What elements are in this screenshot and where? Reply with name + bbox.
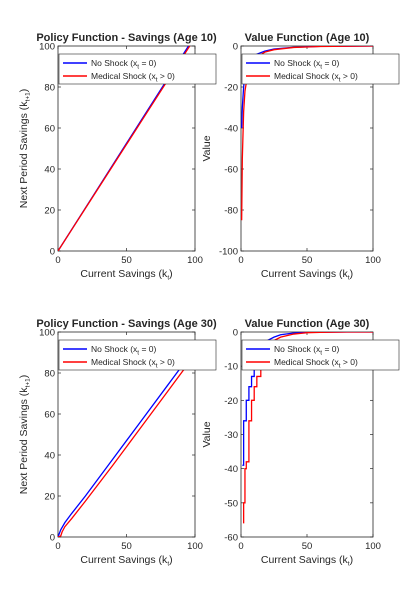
y-tick-label: 20 [44, 206, 55, 217]
chart-title: Policy Function - Savings (Age 10) [36, 32, 217, 44]
legend-entry: Medical Shock (xt > 0) [91, 71, 175, 84]
x-tick-label: 0 [55, 541, 60, 552]
y-tick-label: -20 [224, 83, 238, 94]
y-tick-label: -60 [224, 533, 238, 544]
series-line-no-shock [58, 348, 195, 537]
y-tick-label: 0 [233, 328, 238, 339]
x-axis-label: Current Savings (kt) [80, 554, 172, 568]
y-tick-label: -60 [224, 165, 238, 176]
y-tick-label: -10 [224, 362, 238, 373]
y-tick-label: 40 [44, 165, 55, 176]
legend-entry: Medical Shock (xt > 0) [274, 71, 358, 84]
x-tick-label: 0 [238, 255, 243, 266]
x-tick-label: 50 [121, 255, 132, 266]
legend: No Shock (xt = 0)Medical Shock (xt > 0) [241, 53, 400, 85]
x-axis-label: Current Savings (kt) [80, 268, 172, 282]
y-tick-label: -100 [219, 247, 238, 258]
y-tick-label: 40 [44, 451, 55, 462]
x-tick-label: 100 [187, 255, 203, 266]
legend: No Shock (xt = 0)Medical Shock (xt > 0) [241, 339, 400, 371]
legend-entry: No Shock (xt = 0) [91, 344, 157, 357]
y-tick-label: -30 [224, 430, 238, 441]
chart-title: Value Function (Age 30) [245, 318, 370, 330]
y-tick-label: 100 [39, 328, 55, 339]
legend: No Shock (xt = 0)Medical Shock (xt > 0) [58, 339, 217, 371]
y-tick-label: 0 [50, 247, 55, 258]
y-tick-label: 20 [44, 492, 55, 503]
x-axis-label: Current Savings (kt) [261, 554, 353, 568]
chart-panel-4: 0 50 100 -60 -50 -40 -30 -20 -10 0 Value Function … [201, 318, 400, 568]
x-tick-label: 0 [238, 541, 243, 552]
y-tick-label: -40 [224, 464, 238, 475]
y-tick-label: 60 [44, 124, 55, 135]
legend-box [241, 339, 400, 371]
legend-box [58, 339, 217, 371]
y-tick-label: 80 [44, 369, 55, 380]
x-tick-label: 0 [55, 255, 60, 266]
legend-entry: No Shock (xt = 0) [91, 58, 157, 71]
legend-entry: Medical Shock (xt > 0) [274, 357, 358, 370]
x-tick-label: 100 [365, 255, 381, 266]
y-tick-label: 60 [44, 410, 55, 421]
legend-entry: No Shock (xt = 0) [274, 344, 340, 357]
y-axis-label: Next Period Savings (kt+1) [18, 89, 32, 209]
chart-title: Policy Function - Savings (Age 30) [36, 318, 217, 330]
series-line-medical-shock [242, 332, 373, 524]
y-tick-label: -20 [224, 396, 238, 407]
legend-box [241, 53, 400, 85]
x-tick-label: 100 [365, 541, 381, 552]
y-axis-label: Value [201, 135, 213, 161]
y-tick-label: -50 [224, 498, 238, 509]
x-tick-label: 50 [302, 541, 313, 552]
x-axis-label: Current Savings (kt) [261, 268, 353, 282]
y-axis-label: Value [201, 421, 213, 447]
series-line-medical-shock [58, 354, 195, 537]
y-tick-label: 0 [233, 42, 238, 53]
y-tick-label: 80 [44, 83, 55, 94]
legend-entry: Medical Shock (xt > 0) [91, 357, 175, 370]
x-tick-label: 50 [302, 255, 313, 266]
x-tick-label: 50 [121, 541, 132, 552]
chart-panel-2: 0 50 100 -100 -80 -60 -40 -20 0 Value Function (A… [201, 32, 400, 282]
legend-box [58, 53, 217, 85]
x-tick-label: 100 [187, 541, 203, 552]
chart-title: Value Function (Age 10) [245, 32, 370, 44]
y-tick-label: -40 [224, 124, 238, 135]
y-axis-label: Next Period Savings (kt+1) [18, 375, 32, 495]
y-tick-label: 100 [39, 42, 55, 53]
legend-entry: No Shock (xt = 0) [274, 58, 340, 71]
y-tick-label: -80 [224, 206, 238, 217]
legend: No Shock (xt = 0)Medical Shock (xt > 0) [58, 53, 217, 85]
y-tick-label: 0 [50, 533, 55, 544]
